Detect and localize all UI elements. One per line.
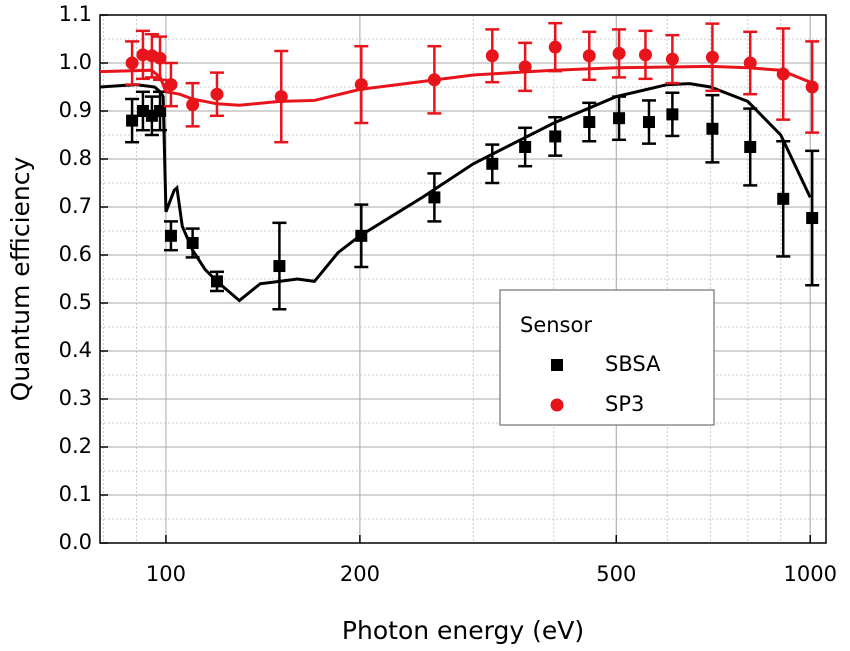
legend-marker bbox=[550, 398, 564, 412]
model-curve bbox=[99, 82, 812, 303]
point bbox=[805, 80, 819, 94]
point bbox=[582, 49, 596, 63]
y-tick-label: 0.2 bbox=[59, 434, 92, 458]
point bbox=[666, 108, 679, 121]
point bbox=[548, 40, 562, 54]
point bbox=[583, 116, 596, 129]
x-tick-label: 1000 bbox=[783, 562, 836, 586]
legend-label: SP3 bbox=[605, 392, 644, 416]
y-tick-label: 0.7 bbox=[59, 194, 92, 218]
point bbox=[164, 229, 177, 242]
plot-frame bbox=[99, 14, 827, 544]
point bbox=[154, 105, 167, 117]
point bbox=[210, 275, 223, 288]
point bbox=[665, 52, 679, 66]
y-tick-label: 0.6 bbox=[59, 242, 92, 266]
legend-title: Sensor bbox=[520, 313, 592, 337]
point bbox=[613, 112, 626, 125]
point bbox=[549, 130, 562, 143]
point bbox=[642, 116, 655, 129]
point bbox=[743, 56, 757, 70]
legend-label: SBSA bbox=[605, 352, 661, 376]
point bbox=[274, 90, 288, 104]
y-tick-label: 0.9 bbox=[59, 98, 92, 122]
y-tick-label: 0.8 bbox=[59, 146, 92, 170]
point bbox=[126, 114, 139, 127]
point bbox=[210, 87, 224, 101]
legend-marker bbox=[551, 359, 563, 371]
point bbox=[638, 48, 652, 62]
point bbox=[744, 141, 757, 153]
y-tick-label: 1.1 bbox=[59, 2, 92, 26]
y-tick-label: 0.0 bbox=[59, 530, 92, 554]
point bbox=[354, 78, 368, 92]
y-tick-label: 0.3 bbox=[59, 386, 92, 410]
point bbox=[486, 157, 499, 170]
y-axis-label: Quantum efficiency bbox=[6, 156, 35, 401]
legend-box bbox=[499, 289, 715, 426]
x-tick-label: 500 bbox=[596, 562, 636, 586]
point bbox=[806, 212, 819, 225]
point bbox=[776, 67, 790, 81]
point bbox=[125, 56, 139, 70]
point bbox=[186, 98, 200, 112]
model-curve bbox=[99, 64, 811, 107]
point bbox=[273, 260, 286, 273]
x-tick-label: 200 bbox=[340, 562, 380, 586]
y-tick-label: 1.0 bbox=[59, 50, 92, 74]
point bbox=[164, 78, 178, 92]
point bbox=[355, 229, 368, 242]
point bbox=[706, 122, 719, 135]
point bbox=[519, 141, 532, 153]
y-tick-label: 0.5 bbox=[59, 290, 92, 314]
point bbox=[777, 192, 790, 205]
x-tick-label: 100 bbox=[146, 562, 186, 586]
x-axis-label: Photon energy (eV) bbox=[342, 616, 584, 645]
point bbox=[153, 51, 167, 65]
y-tick-label: 0.1 bbox=[59, 482, 92, 506]
point bbox=[428, 191, 441, 204]
y-tick-label: 0.4 bbox=[59, 338, 92, 362]
point bbox=[427, 73, 441, 87]
point bbox=[485, 49, 499, 63]
point bbox=[705, 50, 719, 64]
point bbox=[612, 46, 626, 60]
point bbox=[518, 60, 532, 74]
point bbox=[186, 237, 199, 249]
